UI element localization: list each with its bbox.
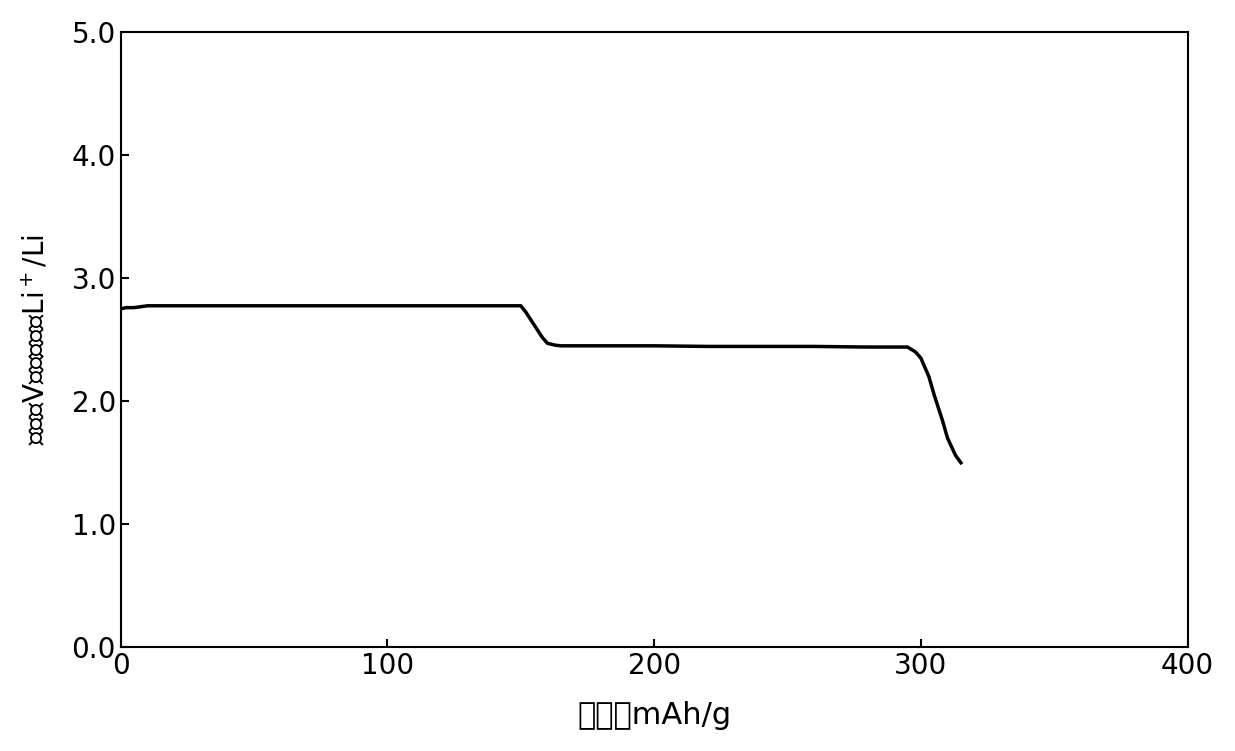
Y-axis label: 电位（V），相对于Li$^+$/Li: 电位（V），相对于Li$^+$/Li xyxy=(21,234,51,445)
X-axis label: 容量，mAh/g: 容量，mAh/g xyxy=(577,701,731,730)
